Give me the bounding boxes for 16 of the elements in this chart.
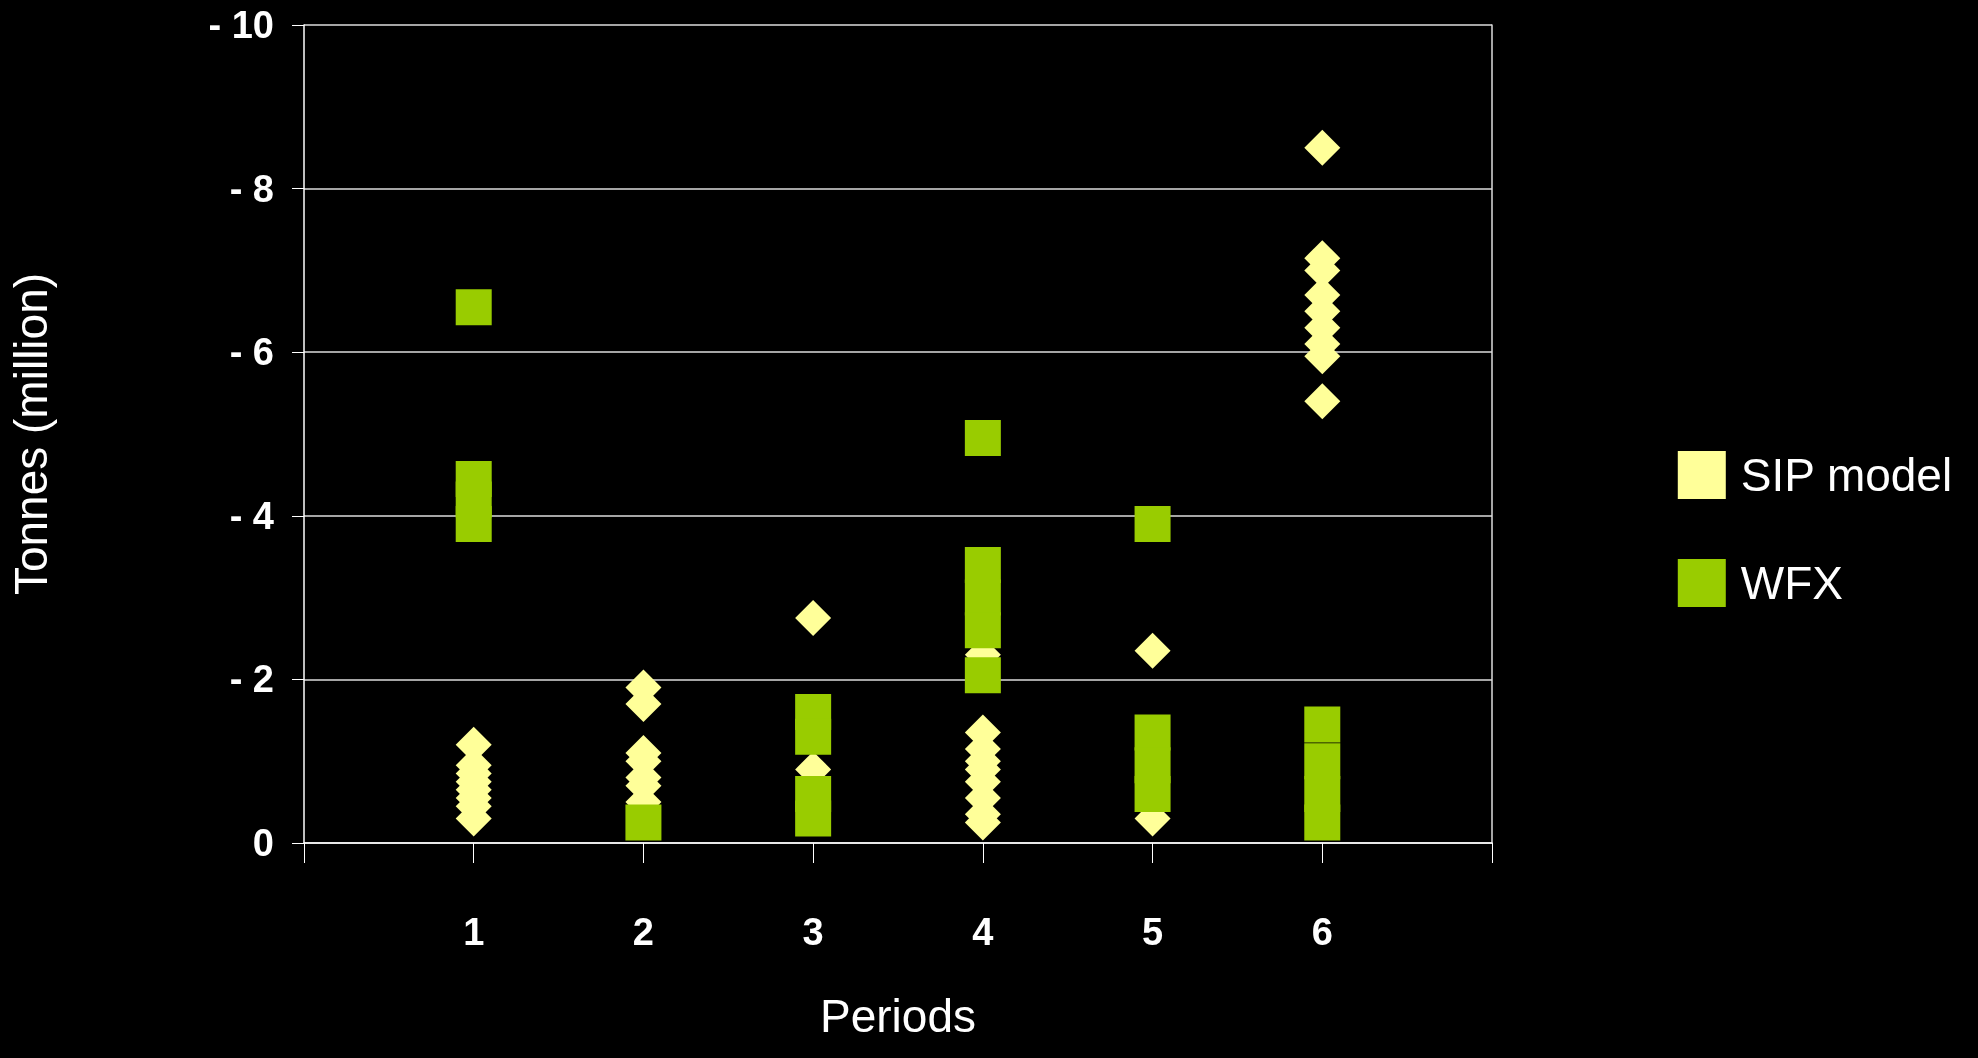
y-tick-label: - 4 (229, 494, 274, 537)
legend-label: WFX (1740, 557, 1843, 609)
x-tick-label: 5 (1142, 911, 1164, 953)
y-tick-label: - 10 (208, 4, 274, 46)
x-tick-label: 2 (632, 911, 654, 953)
y-axis-title: Tonnes (million) (5, 272, 57, 596)
x-tick-label: 1 (463, 911, 485, 953)
y-tick-label: - 6 (229, 331, 274, 374)
y-tick-label: - 8 (229, 167, 274, 210)
y-tick-label: 0 (252, 822, 274, 864)
x-tick-label: 6 (1311, 911, 1333, 953)
x-tick-label: 3 (802, 911, 824, 953)
y-tick-label: - 2 (229, 658, 274, 701)
x-axis-title: Periods (820, 990, 976, 1042)
legend-label: SIP model (1740, 449, 1953, 501)
x-tick-label: 4 (972, 911, 994, 953)
